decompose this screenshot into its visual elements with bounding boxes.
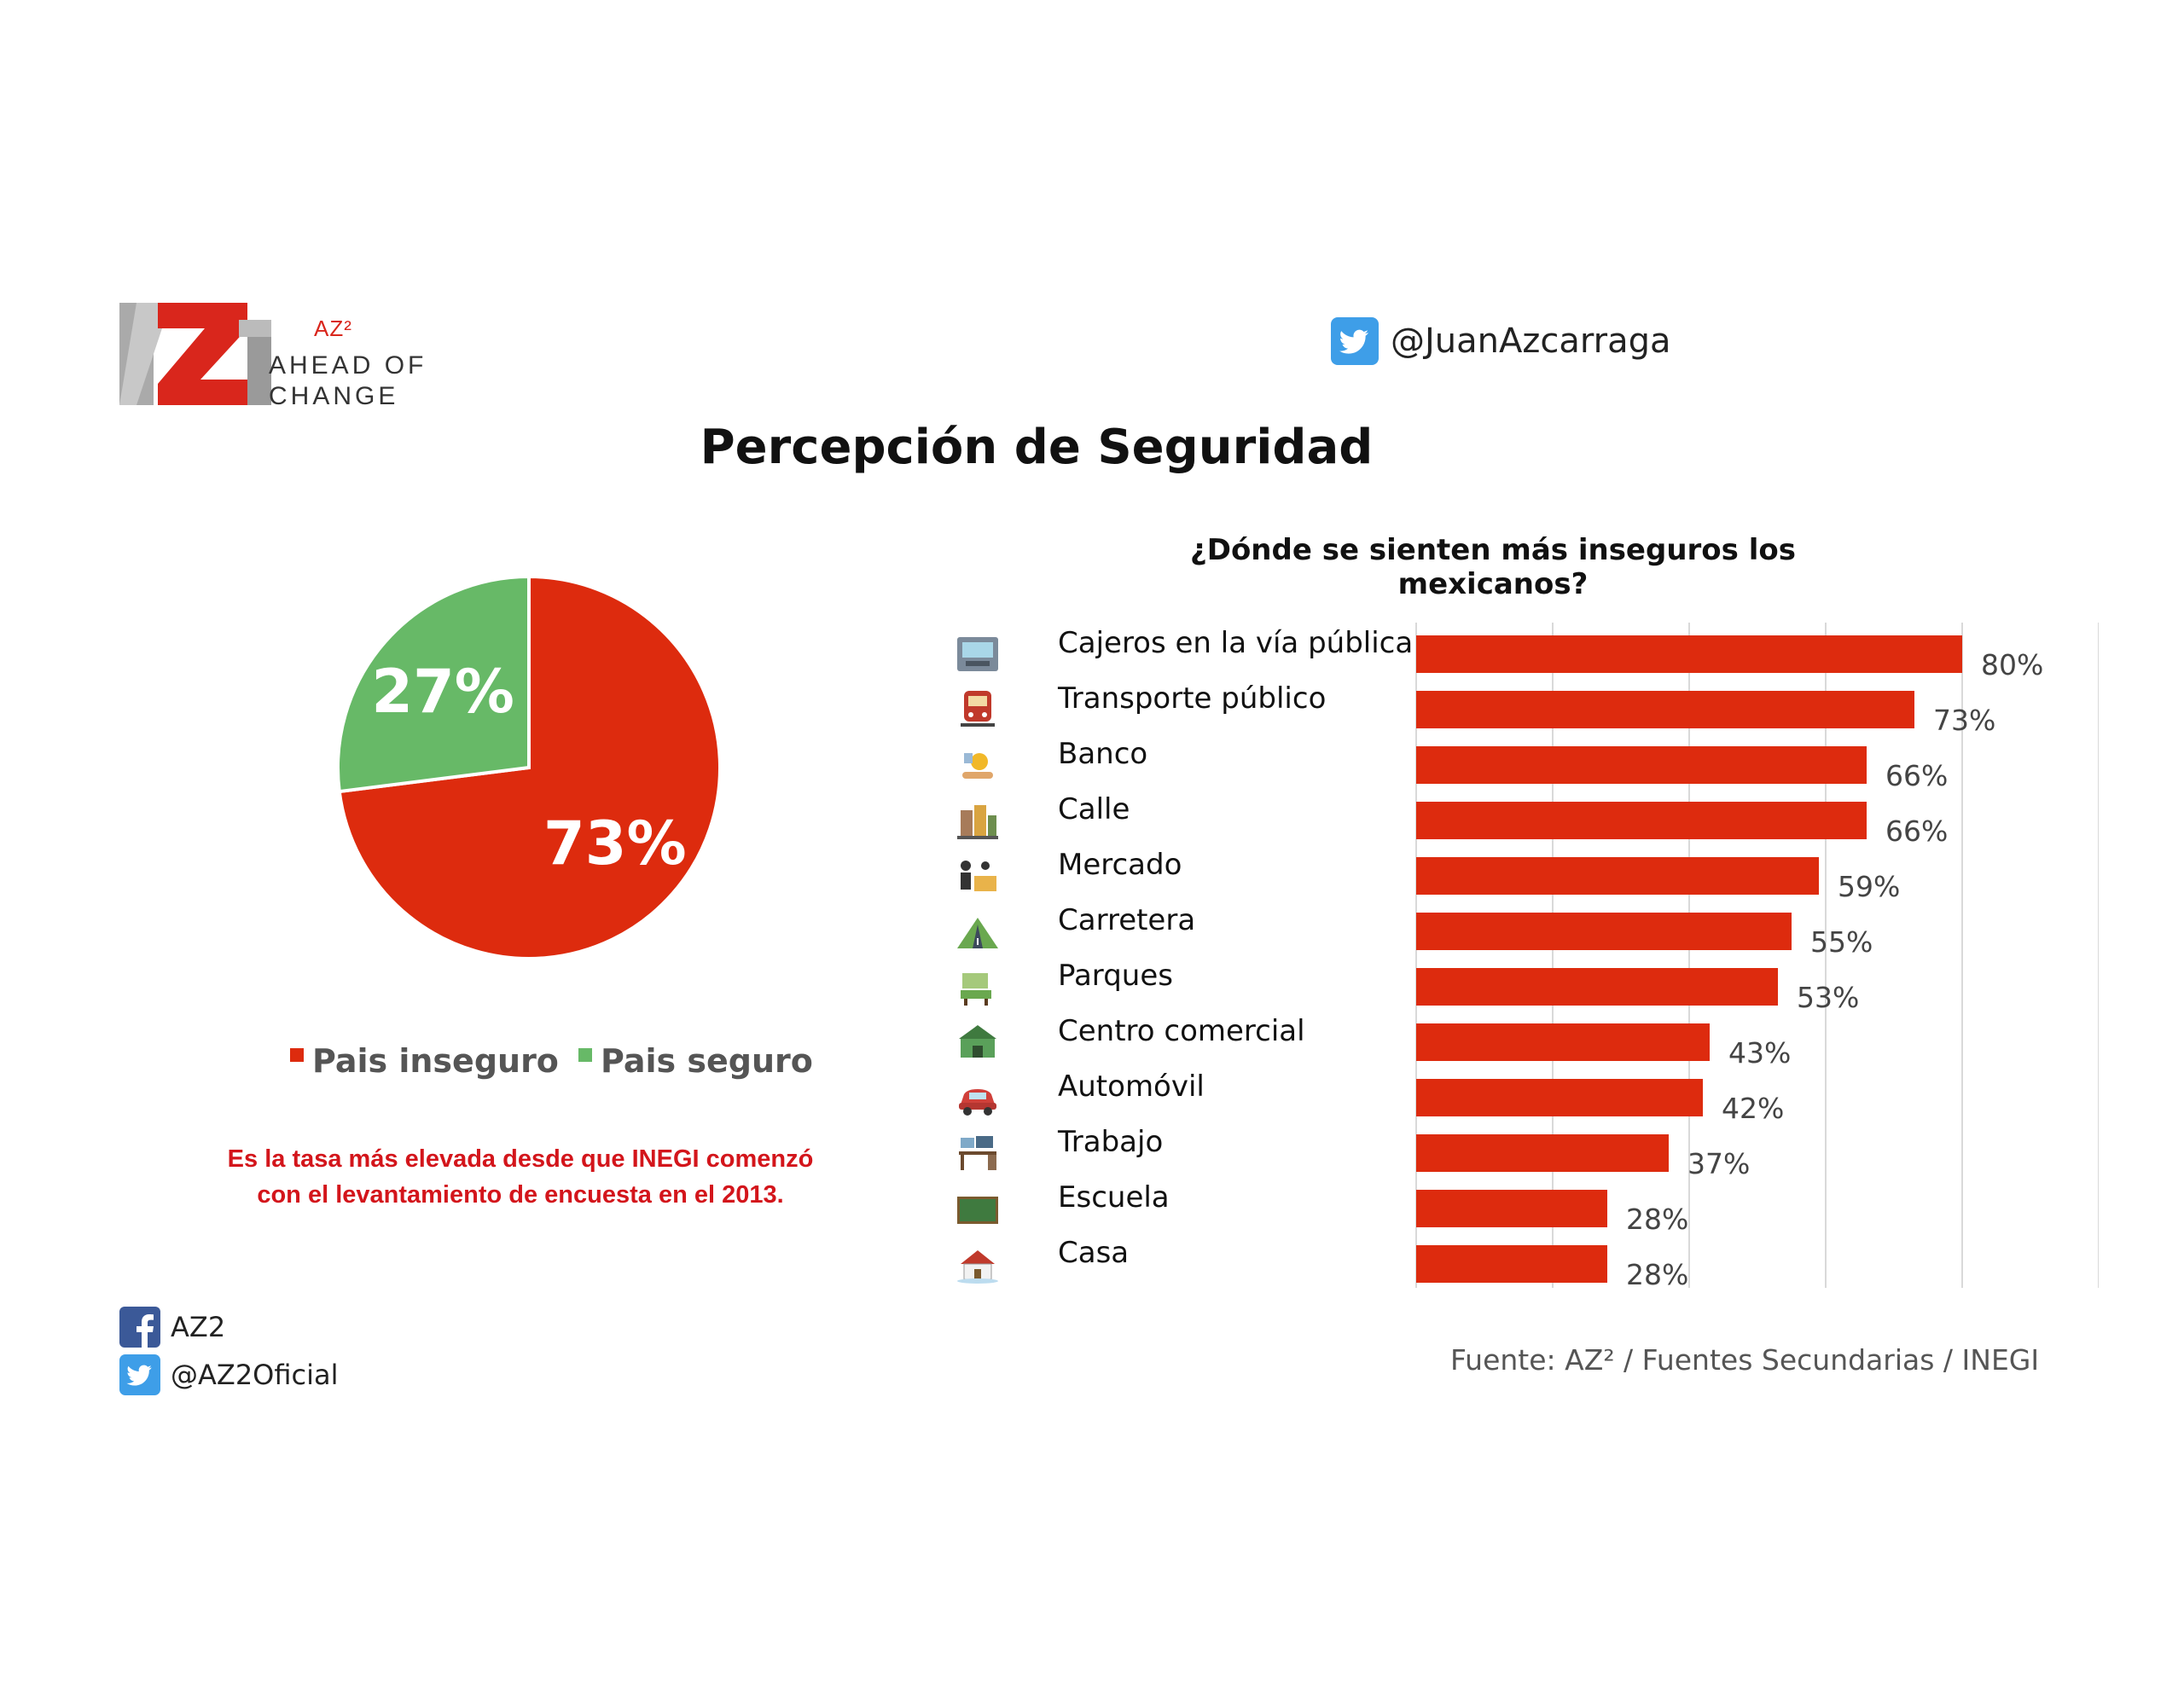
legend-label-pais-inseguro: Pais inseguro bbox=[312, 1042, 559, 1080]
desk-icon bbox=[959, 1136, 996, 1170]
bar bbox=[1416, 1134, 1669, 1172]
bar bbox=[1416, 1245, 1607, 1283]
bank-icon bbox=[962, 753, 993, 779]
bar-value-label: 55% bbox=[1810, 925, 1873, 959]
bar-category-label: Escuela bbox=[1058, 1180, 1170, 1215]
bar-value-label: 73% bbox=[1933, 704, 1995, 737]
bar bbox=[1416, 746, 1867, 784]
legend-item-pais-seguro: Pais seguro bbox=[578, 1042, 813, 1080]
bar-value-label: 42% bbox=[1722, 1092, 1784, 1125]
atm-icon bbox=[957, 637, 998, 671]
car-icon bbox=[959, 1089, 996, 1116]
facebook-link[interactable]: AZ2 bbox=[119, 1307, 225, 1348]
bar bbox=[1416, 913, 1792, 950]
twitter-icon bbox=[119, 1354, 160, 1395]
chalkboard-icon bbox=[957, 1197, 998, 1224]
bar-category-label: Transporte público bbox=[1057, 681, 1326, 716]
az2-logo bbox=[119, 303, 427, 414]
bar bbox=[1416, 1079, 1703, 1116]
note-line-1: Es la tasa más elevada desde que INEGI c… bbox=[227, 1145, 814, 1173]
bar-category-label: Cajeros en la vía pública bbox=[1058, 626, 1413, 660]
logo-small-text: AZ² bbox=[314, 316, 352, 341]
twitter-icon bbox=[1331, 317, 1379, 365]
legend-swatch-red bbox=[290, 1048, 304, 1062]
bar-value-label: 66% bbox=[1885, 759, 1948, 792]
bar-category-label: Trabajo bbox=[1057, 1125, 1163, 1159]
bar-category-label: Banco bbox=[1058, 737, 1147, 771]
bar bbox=[1416, 802, 1867, 839]
bar-value-label: 37% bbox=[1687, 1147, 1750, 1180]
logo-line-1: AHEAD OF bbox=[269, 351, 427, 380]
pie-label-pais-seguro: 27% bbox=[371, 657, 514, 727]
bar bbox=[1416, 635, 1962, 673]
logo-line-2: CHANGE bbox=[269, 382, 399, 410]
page-title: Percepción de Seguridad bbox=[700, 420, 1374, 475]
az2-logo-mark bbox=[119, 303, 271, 405]
park-icon bbox=[961, 973, 991, 1006]
bar-category-label: Mercado bbox=[1058, 848, 1182, 882]
legend-label-pais-seguro: Pais seguro bbox=[601, 1042, 813, 1080]
bar-value-label: 59% bbox=[1838, 870, 1900, 903]
house-icon bbox=[957, 1250, 998, 1284]
facebook-text: AZ2 bbox=[171, 1311, 226, 1343]
bar bbox=[1416, 691, 1914, 728]
bar-value-label: 53% bbox=[1797, 981, 1859, 1014]
bar-category-label: Automóvil bbox=[1058, 1070, 1205, 1104]
note-line-2: con el levantamiento de encuesta en el 2… bbox=[257, 1181, 784, 1209]
bar-value-label: 80% bbox=[1981, 648, 2043, 681]
pie-chart: 73% 27% bbox=[336, 574, 722, 960]
twitter-footer-text: @AZ2Oficial bbox=[171, 1359, 339, 1391]
pie-label-pais-inseguro: 73% bbox=[543, 809, 687, 878]
pie-slice-pais-seguro bbox=[336, 574, 531, 794]
bar bbox=[1416, 857, 1819, 895]
bar-category-label: Calle bbox=[1058, 792, 1130, 826]
bar-chart: Cajeros en la vía pública 80% Transporte p… bbox=[957, 623, 2099, 1288]
twitter-handle-top[interactable]: @JuanAzcarraga bbox=[1331, 316, 1670, 367]
bar-category-label: Carretera bbox=[1058, 903, 1195, 937]
bar-category-label: Parques bbox=[1058, 959, 1173, 993]
legend-swatch-green bbox=[578, 1048, 592, 1062]
bar bbox=[1416, 1190, 1607, 1227]
train-icon bbox=[961, 691, 995, 727]
highway-icon bbox=[957, 918, 998, 948]
market-icon bbox=[961, 861, 996, 891]
bar-category-label: Casa bbox=[1058, 1236, 1129, 1270]
bar-value-label: 28% bbox=[1626, 1258, 1688, 1288]
bar bbox=[1416, 968, 1778, 1006]
legend-item-pais-inseguro: Pais inseguro bbox=[290, 1042, 559, 1080]
twitter-footer-link[interactable]: @AZ2Oficial bbox=[119, 1354, 339, 1395]
bar-value-label: 28% bbox=[1626, 1203, 1688, 1236]
bar-value-label: 43% bbox=[1728, 1036, 1791, 1070]
note-text: Es la tasa más elevada desde que INEGI c… bbox=[171, 1141, 870, 1213]
twitter-handle-text: @JuanAzcarraga bbox=[1391, 322, 1671, 361]
bar-value-label: 66% bbox=[1885, 815, 1948, 848]
street-icon bbox=[957, 805, 998, 839]
bar bbox=[1416, 1023, 1710, 1061]
mall-icon bbox=[959, 1025, 996, 1058]
facebook-icon bbox=[119, 1307, 160, 1348]
source-text: Fuente: AZ² / Fuentes Secundarias / INEG… bbox=[1450, 1343, 2040, 1377]
bar-chart-title: ¿Dónde se sienten más inseguros los mexi… bbox=[1190, 533, 1796, 601]
bar-category-label: Centro comercial bbox=[1058, 1014, 1305, 1048]
